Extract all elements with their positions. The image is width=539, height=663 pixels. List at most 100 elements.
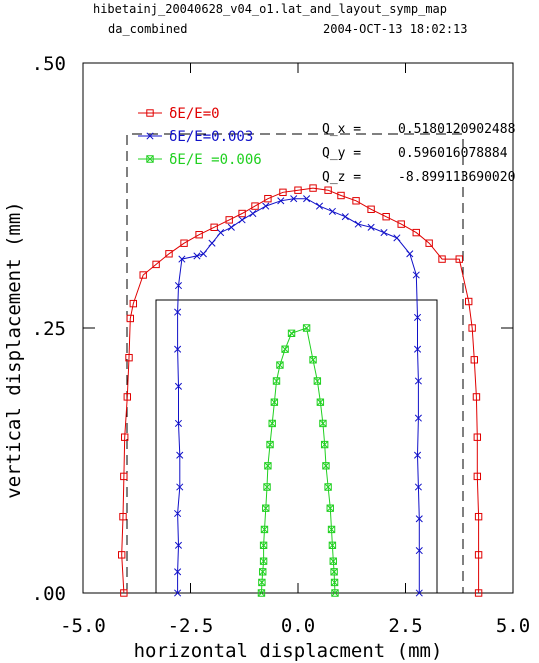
data-point	[425, 239, 433, 247]
legend-entry: δE/E=0.003	[138, 129, 253, 145]
tune-value: 0.596016078884	[398, 146, 508, 161]
data-point	[320, 440, 329, 449]
data-point	[472, 393, 481, 401]
data-point	[341, 213, 349, 221]
data-point	[120, 589, 128, 597]
chart-title: hibetainj_20040628_v04_o1.lat_and_layout…	[93, 2, 447, 16]
data-point	[176, 483, 184, 491]
data-point	[290, 195, 298, 203]
data-point	[227, 223, 235, 231]
data-point	[319, 419, 327, 428]
data-point	[465, 297, 473, 306]
data-point	[125, 353, 133, 362]
tune-label: Q_z =	[322, 170, 361, 185]
data-point	[268, 419, 276, 428]
data-point	[259, 557, 268, 565]
data-point	[328, 207, 336, 215]
data-point	[328, 541, 337, 549]
data-point	[380, 229, 388, 237]
dashed-aperture-box	[126, 133, 464, 593]
data-point	[473, 472, 482, 481]
data-point	[251, 202, 259, 210]
data-point	[270, 398, 279, 406]
data-point	[176, 451, 184, 459]
data-point	[337, 191, 345, 200]
data-point	[415, 515, 423, 523]
y-axis-ticks: .00 .25 .50	[32, 53, 513, 605]
data-point	[413, 313, 422, 321]
data-point	[165, 250, 173, 258]
tunes-readout: Q_x = 0.5180120902488 Q_y = 0.596016078884 Q…	[322, 122, 515, 185]
data-point	[264, 462, 272, 470]
data-point	[279, 188, 287, 197]
data-point	[316, 398, 325, 406]
data-point	[322, 462, 330, 470]
y-tick-label: .50	[32, 53, 66, 75]
data-point	[406, 250, 414, 258]
data-point	[262, 504, 270, 512]
data-point	[326, 504, 334, 512]
data-point	[354, 220, 362, 228]
data-point	[146, 132, 154, 140]
legend-label: δE/E=0.003	[169, 129, 253, 145]
data-point	[324, 186, 332, 194]
data-point	[330, 578, 339, 587]
data-point	[309, 356, 317, 364]
data-point	[217, 229, 225, 237]
data-point	[264, 194, 272, 203]
data-point	[174, 589, 182, 597]
x-tick-label: 5.0	[496, 615, 530, 637]
legend-entry: δE/E=0	[138, 106, 220, 122]
data-point	[303, 195, 311, 203]
data-point	[414, 483, 422, 491]
data-point	[174, 282, 183, 290]
series-2	[174, 195, 423, 597]
data-point	[414, 414, 422, 422]
data-point	[277, 197, 285, 205]
data-point	[413, 451, 422, 459]
data-point	[260, 525, 269, 534]
series-line	[177, 198, 420, 593]
data-point	[324, 483, 332, 491]
tune-label: Q_x =	[322, 122, 361, 137]
data-point	[199, 250, 207, 258]
data-point	[330, 568, 338, 576]
series-line	[261, 327, 336, 594]
data-point	[121, 433, 129, 441]
legend-entry: δE/E =0.006	[138, 152, 262, 168]
series-3	[257, 324, 339, 597]
data-point	[309, 184, 317, 192]
legend: δE/E=0 δE/E=0.003 δE/E =0.006	[138, 106, 262, 168]
tune-label: Q_y =	[322, 146, 361, 161]
data-point	[257, 589, 266, 597]
data-point	[146, 109, 154, 117]
x-axis-label: horizontal displacment (mm)	[134, 640, 443, 662]
data-point	[473, 433, 482, 441]
data-point	[262, 202, 270, 210]
x-axis-ticks: -5.0 -2.5 0.0 2.5 5.0	[60, 63, 530, 637]
series-layer	[118, 184, 483, 597]
data-point	[367, 205, 375, 213]
series-1	[118, 184, 483, 597]
plot-frame	[82, 62, 514, 594]
data-point	[118, 551, 126, 559]
data-point	[455, 255, 463, 263]
legend-label: δE/E =0.006	[169, 152, 262, 168]
data-point	[470, 356, 479, 364]
data-point	[129, 299, 138, 308]
data-point	[126, 314, 134, 323]
data-point	[272, 377, 281, 385]
data-point	[210, 223, 218, 232]
data-point	[174, 345, 182, 353]
data-point	[263, 483, 271, 491]
x-tick-label: 0.0	[281, 615, 315, 637]
data-point	[315, 202, 324, 210]
x-tick-label: -5.0	[60, 615, 106, 637]
data-point	[415, 589, 423, 597]
y-tick-label: .00	[32, 583, 66, 605]
data-point	[146, 155, 154, 163]
data-point	[331, 589, 339, 597]
tune-value: -8.899113690020	[398, 170, 515, 185]
data-point	[259, 541, 268, 549]
data-point	[352, 197, 360, 205]
